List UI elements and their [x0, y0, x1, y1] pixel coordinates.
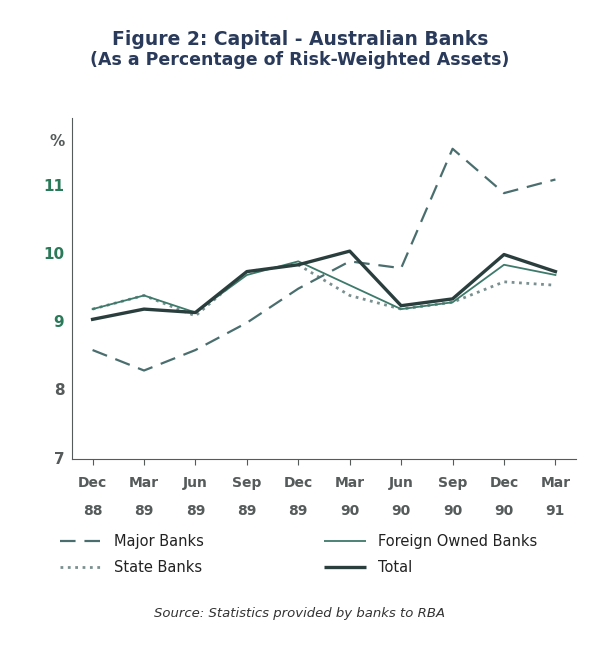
Line: Major Banks: Major Banks: [92, 149, 556, 371]
Total: [192, 308, 199, 316]
State Banks: [346, 291, 353, 299]
Total: [89, 316, 96, 323]
Major Banks: [449, 145, 456, 153]
State Banks: [192, 312, 199, 320]
Text: (As a Percentage of Risk-Weighted Assets): (As a Percentage of Risk-Weighted Assets…: [91, 51, 509, 69]
Text: Source: Statistics provided by banks to RBA: Source: Statistics provided by banks to …: [154, 607, 446, 620]
Foreign Owned Banks: [140, 291, 148, 299]
Text: Major Banks: Major Banks: [114, 534, 204, 548]
Text: Mar: Mar: [335, 476, 365, 490]
Text: 9: 9: [53, 316, 64, 330]
Text: 90: 90: [443, 504, 462, 518]
Text: 91: 91: [546, 504, 565, 518]
Text: Mar: Mar: [129, 476, 159, 490]
Major Banks: [295, 285, 302, 293]
Major Banks: [243, 319, 250, 327]
State Banks: [449, 298, 456, 306]
Text: 90: 90: [392, 504, 411, 518]
Text: 10: 10: [43, 247, 64, 262]
Text: 89: 89: [289, 504, 308, 518]
Foreign Owned Banks: [89, 305, 96, 313]
Total: [552, 268, 559, 276]
Major Banks: [140, 367, 148, 375]
Total: [346, 247, 353, 255]
Major Banks: [89, 346, 96, 354]
Text: State Banks: State Banks: [114, 560, 202, 575]
Line: Total: Total: [92, 251, 556, 319]
Text: 88: 88: [83, 504, 103, 518]
Text: Figure 2: Capital - Australian Banks: Figure 2: Capital - Australian Banks: [112, 30, 488, 49]
Foreign Owned Banks: [295, 257, 302, 265]
Foreign Owned Banks: [449, 298, 456, 306]
Text: Sep: Sep: [438, 476, 467, 490]
Major Banks: [398, 264, 405, 272]
Major Banks: [192, 346, 199, 354]
Text: Dec: Dec: [284, 476, 313, 490]
Text: %: %: [49, 134, 64, 149]
Text: Jun: Jun: [183, 476, 208, 490]
State Banks: [140, 291, 148, 299]
Text: Jun: Jun: [389, 476, 413, 490]
Line: Foreign Owned Banks: Foreign Owned Banks: [92, 261, 556, 312]
Total: [295, 261, 302, 269]
Foreign Owned Banks: [552, 271, 559, 279]
Text: Dec: Dec: [78, 476, 107, 490]
Foreign Owned Banks: [500, 261, 508, 269]
Total: [140, 305, 148, 313]
Text: Total: Total: [378, 560, 412, 575]
State Banks: [243, 268, 250, 276]
Foreign Owned Banks: [192, 308, 199, 316]
Text: 89: 89: [134, 504, 154, 518]
Major Banks: [346, 257, 353, 265]
Text: 7: 7: [53, 452, 64, 466]
Total: [398, 302, 405, 310]
State Banks: [552, 281, 559, 289]
Total: [500, 251, 508, 258]
Foreign Owned Banks: [398, 305, 405, 313]
State Banks: [295, 261, 302, 269]
Foreign Owned Banks: [346, 281, 353, 289]
Major Banks: [500, 189, 508, 197]
Text: 8: 8: [53, 384, 64, 398]
Text: Dec: Dec: [490, 476, 518, 490]
Text: Mar: Mar: [541, 476, 571, 490]
Line: State Banks: State Banks: [92, 265, 556, 316]
Text: 90: 90: [494, 504, 514, 518]
State Banks: [89, 305, 96, 313]
Foreign Owned Banks: [243, 271, 250, 279]
Total: [243, 268, 250, 276]
Text: 89: 89: [186, 504, 205, 518]
Text: 11: 11: [43, 179, 64, 194]
Total: [449, 295, 456, 303]
State Banks: [398, 305, 405, 313]
Text: 90: 90: [340, 504, 359, 518]
Text: Foreign Owned Banks: Foreign Owned Banks: [378, 534, 537, 548]
Text: 89: 89: [237, 504, 257, 518]
State Banks: [500, 278, 508, 286]
Text: Sep: Sep: [232, 476, 262, 490]
Major Banks: [552, 176, 559, 184]
